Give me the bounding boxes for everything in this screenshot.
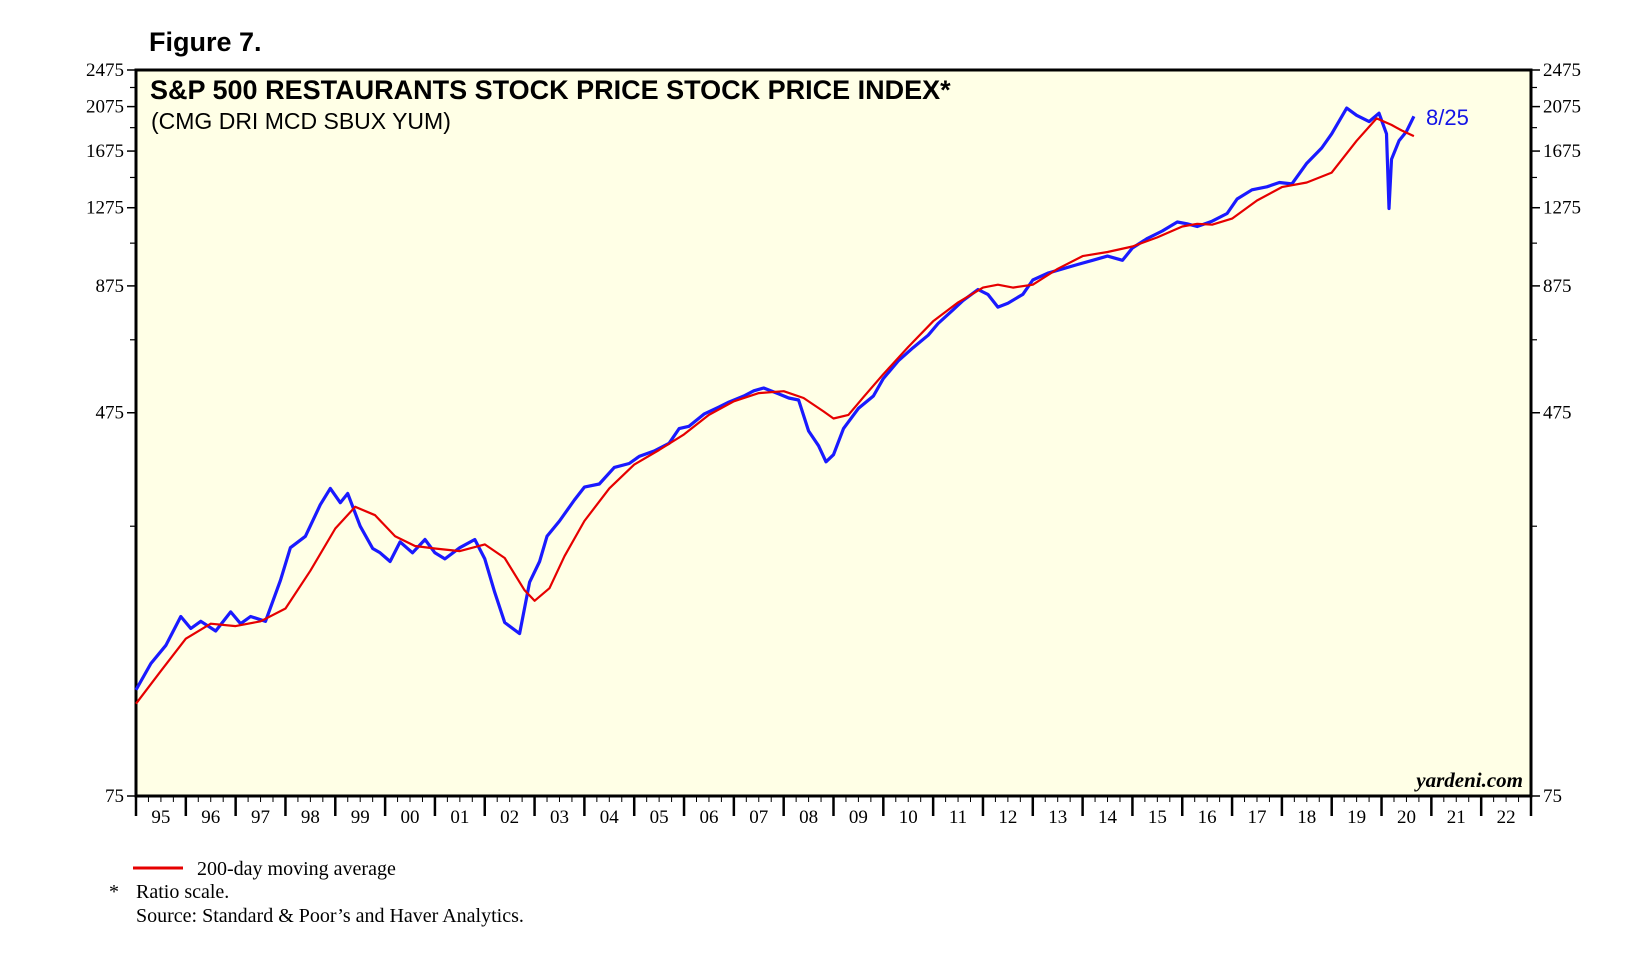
footnote-source: Source: Standard & Poor’s and Haver Anal… (136, 905, 524, 927)
footnote-ratio-scale: Ratio scale. (136, 881, 229, 903)
y-tick-label-right: 2475 (1543, 60, 1581, 81)
x-tick-label: 98 (301, 807, 320, 828)
x-tick-label: 16 (1198, 807, 1217, 828)
x-tick-label: 17 (1247, 807, 1266, 828)
x-tick-label: 00 (401, 807, 420, 828)
x-tick-label: 09 (849, 807, 868, 828)
legend-label-moving-average: 200-day moving average (197, 858, 396, 880)
chart-subtitle: (CMG DRI MCD SBUX YUM) (151, 108, 451, 134)
y-tick-label-left: 2075 (86, 97, 124, 118)
x-tick-label: 14 (1098, 807, 1118, 828)
x-tick-label: 13 (1048, 807, 1067, 828)
y-tick-label-left: 475 (96, 403, 125, 424)
x-tick-label: 18 (1297, 807, 1316, 828)
y-tick-label-right: 1675 (1543, 141, 1581, 162)
x-tick-label: 03 (550, 807, 569, 828)
x-tick-label: 15 (1148, 807, 1167, 828)
price-index-line (134, 106, 1416, 691)
figure-label: Figure 7. (149, 27, 262, 57)
x-tick-label: 96 (201, 807, 220, 828)
x-tick-label: 05 (650, 807, 669, 828)
y-axis-right: 75 475 875 1275 1675 2075 2475 (1531, 60, 1581, 807)
x-tick-label: 99 (351, 807, 370, 828)
y-tick-label-left: 1675 (86, 141, 124, 162)
x-tick-label: 12 (998, 807, 1017, 828)
y-tick-label-right: 1275 (1543, 198, 1581, 219)
moving-average-line (135, 117, 1415, 705)
y-tick-label-right: 475 (1543, 403, 1572, 424)
footnote-marker: * (109, 881, 119, 903)
x-tick-label: 20 (1397, 807, 1416, 828)
x-tick-label: 10 (899, 807, 918, 828)
end-date-label: 8/25 (1426, 105, 1469, 130)
watermark-text: yardeni.com (1413, 768, 1523, 792)
y-tick-label-right: 875 (1543, 276, 1572, 297)
x-tick-label: 07 (749, 807, 768, 828)
x-axis: 95 96 97 98 99 00 01 02 03 04 05 06 07 08 09 10 11 12 13 14… (134, 796, 1533, 828)
x-tick-label: 95 (151, 807, 170, 828)
x-tick-label: 19 (1347, 807, 1366, 828)
plot-area (134, 68, 1533, 798)
y-axis-left: 75 475 875 1275 1675 2075 2475 (86, 60, 136, 807)
series-layer (134, 106, 1416, 705)
x-tick-label: 08 (799, 807, 818, 828)
x-tick-label: 22 (1497, 807, 1516, 828)
y-tick-label-left: 875 (96, 276, 125, 297)
x-tick-label: 02 (500, 807, 519, 828)
y-tick-label-right: 2075 (1543, 97, 1581, 118)
x-tick-label: 01 (450, 807, 469, 828)
x-tick-label: 97 (251, 807, 270, 828)
chart-title: S&P 500 RESTAURANTS STOCK PRICE STOCK PR… (150, 75, 951, 105)
x-tick-label: 06 (699, 807, 718, 828)
x-tick-label: 11 (949, 807, 967, 828)
y-tick-label-left: 2475 (86, 60, 124, 81)
y-tick-label-left: 1275 (86, 198, 124, 219)
y-tick-label-right: 75 (1543, 786, 1562, 807)
x-tick-label: 21 (1447, 807, 1466, 828)
y-tick-label-left: 75 (105, 786, 124, 807)
x-tick-label: 04 (600, 807, 620, 828)
